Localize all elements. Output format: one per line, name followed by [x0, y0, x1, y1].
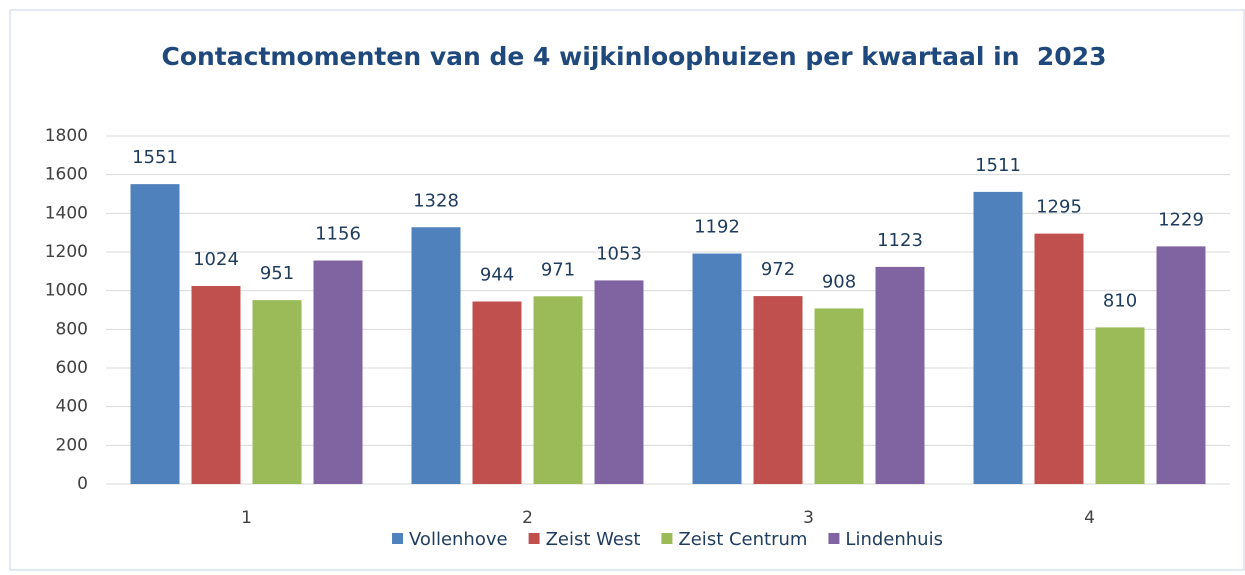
- data-label: 1024: [193, 249, 239, 270]
- data-label: 1295: [1036, 197, 1082, 218]
- y-tick-label: 0: [77, 474, 88, 494]
- legend-label: Zeist Centrum: [678, 529, 807, 550]
- legend-swatch: [528, 533, 540, 544]
- bar: [1156, 246, 1206, 484]
- y-tick-label: 200: [56, 435, 88, 455]
- data-label: 1156: [315, 224, 361, 245]
- data-label: 951: [260, 263, 294, 284]
- data-label: 1229: [1158, 209, 1204, 230]
- y-tick-label: 1000: [45, 281, 88, 301]
- legend-swatch: [661, 533, 673, 544]
- y-tick-label: 400: [56, 397, 88, 417]
- data-label: 1192: [694, 217, 740, 238]
- legend-label: Zeist West: [546, 529, 641, 550]
- bar: [753, 296, 803, 484]
- data-label: 1551: [132, 147, 178, 168]
- bar: [472, 301, 522, 484]
- y-tick-label: 1400: [45, 203, 88, 223]
- chart-title: Contactmomenten van de 4 wijkinloophuize…: [161, 42, 1106, 71]
- y-tick-label: 800: [56, 319, 88, 339]
- data-label: 908: [822, 271, 856, 292]
- data-label: 1511: [975, 155, 1021, 176]
- data-label: 1328: [413, 190, 459, 211]
- x-tick-label: 4: [1084, 508, 1095, 528]
- x-tick-label: 3: [803, 508, 814, 528]
- y-tick-label: 1600: [45, 165, 88, 185]
- data-label: 972: [761, 259, 795, 280]
- bar: [1034, 233, 1084, 484]
- bar: [814, 308, 864, 484]
- data-label: 1123: [877, 230, 923, 251]
- bar: [252, 300, 302, 484]
- legend-label: Vollenhove: [409, 529, 508, 550]
- bar: [411, 227, 461, 484]
- legend-swatch: [392, 533, 404, 544]
- data-label: 810: [1103, 290, 1137, 311]
- bar: [692, 253, 742, 484]
- x-tick-label: 1: [241, 508, 252, 528]
- bar: [130, 184, 180, 484]
- data-label: 944: [480, 264, 514, 285]
- y-tick-label: 1200: [45, 242, 88, 262]
- legend-label: Lindenhuis: [845, 529, 943, 550]
- bar: [875, 266, 925, 484]
- bar: [973, 191, 1023, 484]
- x-tick-label: 2: [522, 508, 533, 528]
- legend-swatch: [828, 533, 840, 544]
- data-label: 1053: [596, 243, 642, 264]
- y-tick-label: 600: [56, 358, 88, 378]
- data-label: 971: [541, 259, 575, 280]
- bar: [313, 260, 363, 484]
- bar: [191, 286, 241, 484]
- y-tick-label: 1800: [45, 126, 88, 146]
- bar: [1095, 327, 1145, 484]
- bar: [594, 280, 644, 484]
- bar: [533, 296, 583, 484]
